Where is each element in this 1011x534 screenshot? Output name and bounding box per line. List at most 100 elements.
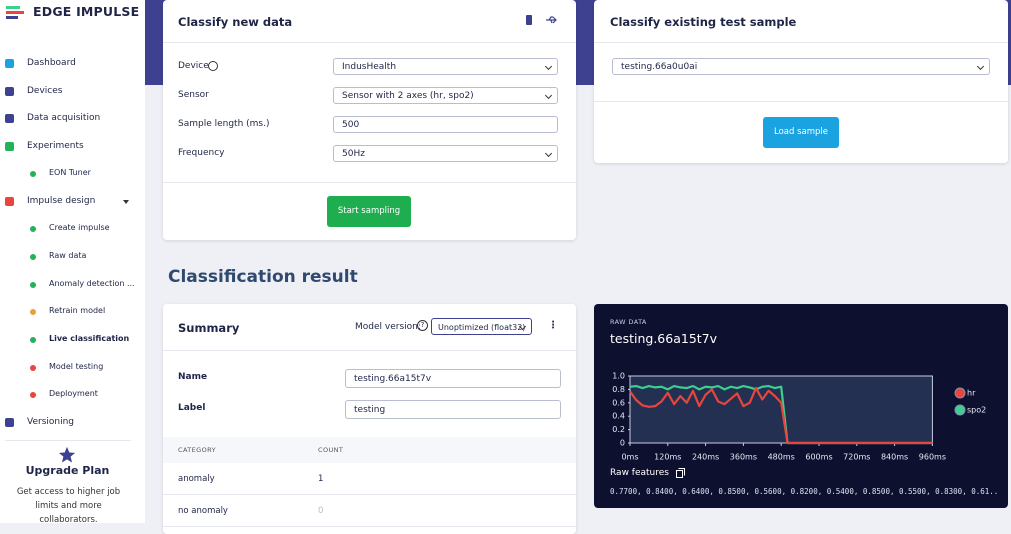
nav-item[interactable]: Versioning: [27, 417, 75, 427]
page: Live classification { "sidebar": { "bran…: [0, 0, 1011, 523]
raw-data-panel: RAW DATA testing.66a15t7v 0 0.2 0.4 0.6 0.8 1…: [594, 304, 1008, 508]
legend-swatch: [954, 404, 966, 416]
series-line: [629, 386, 933, 445]
classify-new-card: Classify new data Device IndusHealth Senso…: [163, 0, 576, 240]
nav-item[interactable]: Live classification: [49, 334, 130, 343]
table-header-bg: [163, 437, 576, 463]
nav-icon: [30, 282, 36, 288]
logo: [6, 6, 24, 19]
legend-swatch: [954, 387, 966, 399]
nav-icon: [5, 418, 14, 427]
nav-icon: [5, 87, 14, 96]
nav-icon: [30, 337, 36, 343]
nav-item[interactable]: Deployment: [49, 389, 98, 398]
field-label: Sample length (ms.): [178, 119, 270, 129]
field-input[interactable]: testing: [345, 400, 561, 419]
y-tick-label: 0.6: [612, 398, 625, 407]
model-version-label: Model version:: [355, 322, 421, 332]
x-tick-label: 600ms: [805, 453, 832, 462]
load-sample-button[interactable]: Load sample: [763, 117, 839, 148]
summary-card: Summary Model version: ? Unoptimized (fl…: [163, 304, 576, 534]
nav-item[interactable]: Create impulse: [49, 223, 110, 232]
nav-item[interactable]: Devices: [27, 86, 63, 96]
row-divider: [163, 526, 576, 527]
start-sampling-button[interactable]: Start sampling: [327, 196, 411, 227]
usb-icon[interactable]: [545, 14, 557, 26]
screen: EDGE IMPULSE Dashboard Devices Data acquis…: [0, 0, 1011, 523]
nav-icon: [30, 365, 36, 371]
column-header: COUNT: [318, 446, 344, 454]
field-label: Device: [178, 61, 209, 71]
table-cell: 1: [318, 474, 324, 484]
table-cell: no anomaly: [178, 506, 228, 516]
nav-icon: [30, 309, 36, 315]
sample-name: testing.66a15t7v: [610, 331, 718, 346]
field-label: Sensor: [178, 90, 209, 100]
chart: 0 0.2 0.4 0.6 0.8 1.0 0ms 120ms 240ms 360ms 480ms 6…: [612, 372, 986, 462]
menu-icon[interactable]: ⋮: [548, 320, 558, 331]
nav-icon: [5, 114, 14, 123]
y-tick-label: 0.8: [612, 385, 625, 394]
nav-icon: [30, 171, 36, 177]
upgrade-title: Upgrade Plan: [25, 464, 110, 477]
x-tick-label: 480ms: [768, 453, 795, 462]
help-icon[interactable]: ?: [417, 320, 428, 331]
sidebar: EDGE IMPULSE Dashboard Devices Data acquis…: [0, 0, 145, 525]
nav-item[interactable]: Experiments: [27, 141, 84, 151]
panel-label: RAW DATA: [610, 318, 647, 326]
upgrade-text: Get access to higher job limits and more…: [16, 487, 121, 525]
field-input[interactable]: Sensor with 2 axes (hr, spo2): [333, 87, 558, 104]
divider: [163, 182, 576, 183]
nav-icon: [5, 142, 14, 151]
field-input[interactable]: IndusHealth: [333, 58, 558, 75]
help-icon[interactable]: [208, 61, 218, 71]
nav-item[interactable]: Dashboard: [27, 58, 76, 68]
nav-item[interactable]: Anomaly detection ...: [49, 279, 135, 288]
nav-item[interactable]: Impulse design: [27, 196, 96, 206]
nav-item[interactable]: Model testing: [49, 362, 104, 371]
row-divider: [163, 494, 576, 495]
nav-icon: [30, 226, 36, 232]
brand: EDGE IMPULSE: [33, 4, 140, 19]
x-tick-label: 360ms: [730, 453, 757, 462]
divider: [5, 440, 131, 441]
table-cell: anomaly: [178, 474, 215, 484]
divider: [163, 350, 576, 351]
nav-icon: [5, 197, 14, 206]
legend-label: hr: [967, 389, 976, 398]
y-tick-label: 0.4: [612, 412, 625, 421]
card-title: Classify new data: [178, 15, 293, 29]
x-tick-label: 960ms: [919, 453, 946, 462]
y-tick-label: 0: [620, 439, 625, 448]
model-version-select[interactable]: Unoptimized (float32): [431, 318, 532, 335]
card-title: Classify existing test sample: [610, 15, 797, 29]
field-input[interactable]: testing.66a15t7v: [345, 369, 561, 388]
x-tick-label: 720ms: [843, 453, 870, 462]
section-title: Classification result: [168, 267, 358, 287]
classify-existing-card: Classify existing test sample testing.66…: [594, 0, 1008, 163]
nav-icon: [30, 392, 36, 398]
divider: [594, 101, 1008, 102]
column-header: CATEGORY: [178, 446, 216, 454]
legend-label: spo2: [967, 406, 986, 415]
nav-item[interactable]: EON Tuner: [49, 168, 91, 177]
field-label: Frequency: [178, 148, 225, 158]
x-tick-label: 0ms: [621, 453, 638, 462]
table-cell: 0: [318, 506, 324, 516]
sample-select[interactable]: testing.66a0u0ai: [612, 58, 990, 75]
nav-item[interactable]: Data acquisition: [27, 113, 101, 123]
copy-icon[interactable]: [676, 468, 685, 478]
field-input[interactable]: 500: [333, 116, 558, 133]
nav-icon: [30, 254, 36, 260]
field-label: Name: [178, 372, 208, 382]
divider: [163, 42, 576, 43]
y-tick-label: 1.0: [612, 372, 625, 381]
caret: [123, 200, 129, 204]
series-line: [629, 384, 933, 445]
device-icon[interactable]: [524, 14, 534, 26]
x-tick-label: 240ms: [692, 453, 719, 462]
nav-item[interactable]: Raw data: [49, 251, 87, 260]
nav-item[interactable]: Retrain model: [49, 306, 106, 315]
upgrade-icon: [58, 446, 76, 463]
field-input[interactable]: 50Hz: [333, 145, 558, 162]
